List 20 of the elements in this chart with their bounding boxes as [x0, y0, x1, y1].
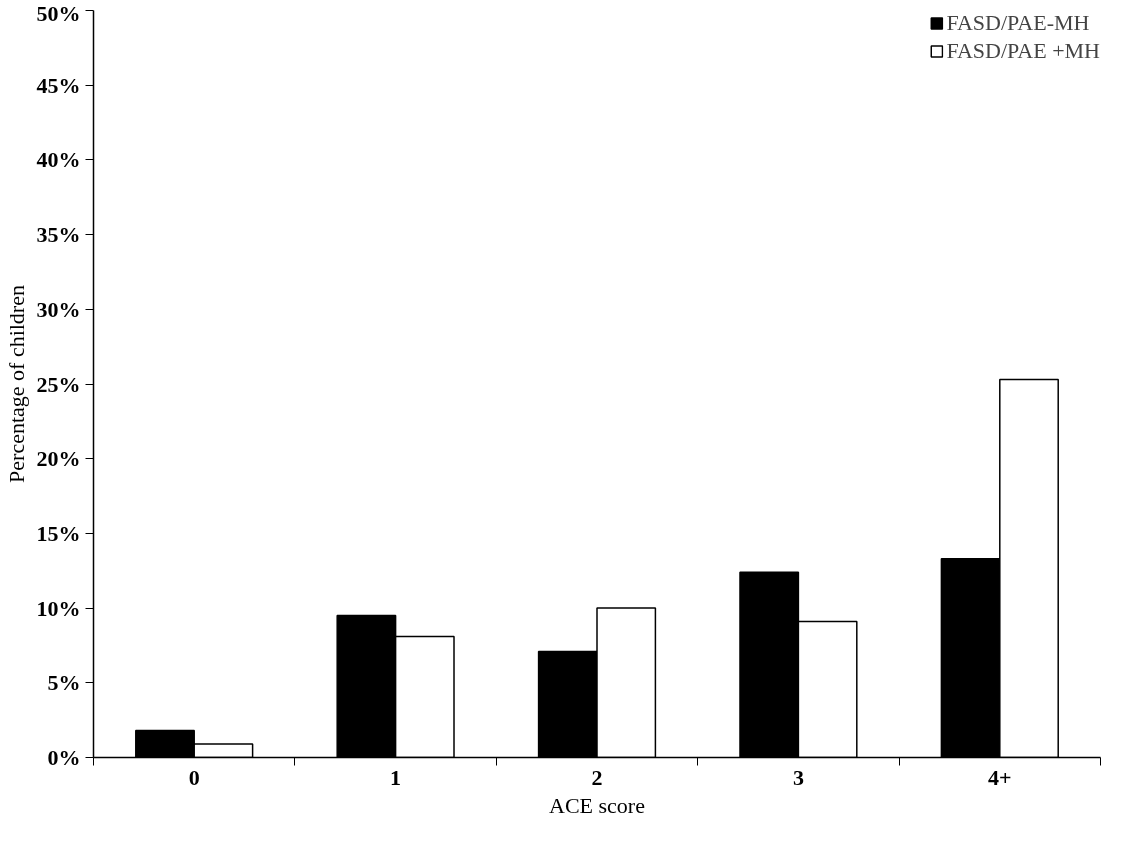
x-tick-label: 2	[591, 764, 603, 790]
x-tick-label: 4+	[988, 764, 1012, 790]
legend-label: FASD/PAE-MH	[946, 10, 1090, 36]
x-tick-label: 0	[188, 764, 200, 790]
y-tick-label: 20%	[36, 446, 81, 472]
y-tick-label: 15%	[36, 520, 81, 546]
x-tick-label: 1	[390, 764, 402, 790]
y-tick-label: 40%	[36, 147, 81, 173]
y-tick-label: 10%	[36, 595, 81, 621]
y-tick-label: 30%	[36, 296, 81, 322]
y-tick-label: 35%	[36, 222, 81, 248]
y-tick-label: 45%	[36, 72, 81, 98]
x-tick-label: 3	[792, 764, 804, 790]
x-axis-title: ACE score	[549, 792, 645, 818]
y-tick-label: 0%	[47, 745, 81, 770]
y-axis-title: Percentage of children	[3, 285, 29, 483]
y-tick-label: 25%	[36, 371, 81, 397]
legend-label: FASD/PAE +MH	[946, 38, 1100, 64]
y-tick-label: 50%	[36, 0, 81, 26]
y-tick-label: 5%	[47, 670, 81, 696]
